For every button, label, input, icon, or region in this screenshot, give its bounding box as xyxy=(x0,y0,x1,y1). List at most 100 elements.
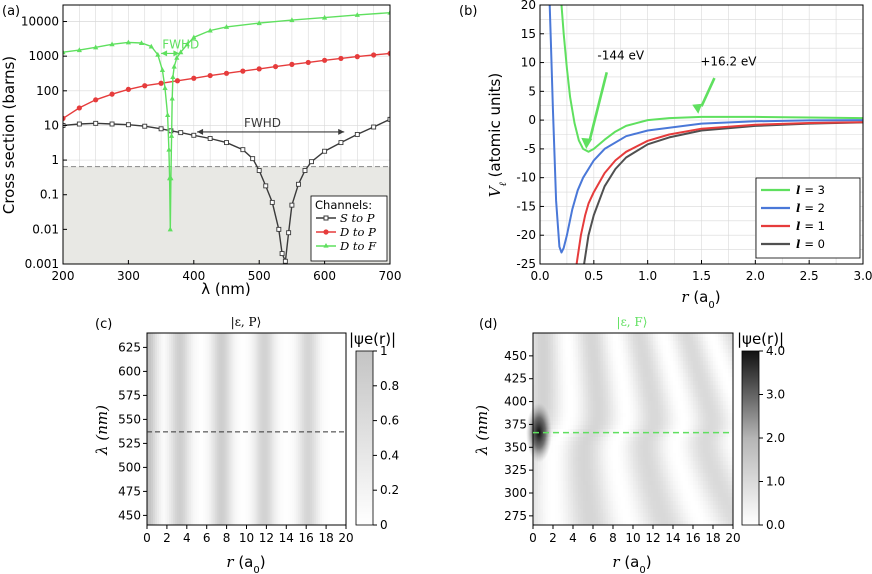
heatmap-cell xyxy=(723,457,726,462)
heatmap-cell xyxy=(690,505,694,510)
heatmap-cell xyxy=(638,469,641,474)
heatmap-cell xyxy=(284,333,287,525)
heatmap-cell xyxy=(533,389,536,394)
heatmap-cell xyxy=(585,345,589,350)
annotation-arrow-shaft xyxy=(588,72,609,142)
heatmap-cell xyxy=(650,453,654,458)
heatmap-cell xyxy=(683,345,686,350)
heatmap-cell xyxy=(600,393,604,398)
heatmap-cell xyxy=(580,457,584,462)
heatmap-cell xyxy=(628,421,631,426)
heatmap-cell xyxy=(633,489,636,494)
heatmap-cell xyxy=(580,521,584,526)
heatmap-cell xyxy=(728,513,731,518)
heatmap-cell xyxy=(683,469,686,474)
heatmap-cell xyxy=(615,389,619,394)
heatmap-cell xyxy=(605,341,609,346)
heatmap-cell xyxy=(673,517,676,522)
heatmap-cell xyxy=(660,453,664,458)
heatmap-cell xyxy=(645,445,649,450)
heatmap-cell xyxy=(590,405,594,410)
heatmap-cell xyxy=(690,389,694,394)
heatmap-cell xyxy=(568,477,571,482)
heatmap-cell xyxy=(560,377,564,382)
heatmap-cell xyxy=(583,409,586,414)
heatmap-cell xyxy=(713,365,716,370)
heatmap-cell xyxy=(665,369,669,374)
heatmap-cell xyxy=(610,389,614,394)
heatmap-cell xyxy=(593,349,596,354)
heatmap-cell xyxy=(538,353,541,358)
data-point xyxy=(371,52,377,58)
heatmap-cell xyxy=(588,449,591,454)
heatmap-cell xyxy=(555,393,559,398)
heatmap-cell xyxy=(560,521,564,526)
heatmap-cell xyxy=(290,333,293,525)
heatmap-cell xyxy=(635,361,639,366)
heatmap-cell xyxy=(613,441,616,446)
heatmap-cell xyxy=(715,501,719,506)
heatmap-cell xyxy=(678,521,681,526)
heatmap-cell xyxy=(663,353,666,358)
heatmap-cell xyxy=(648,445,651,450)
heatmap-cell xyxy=(708,501,711,506)
heatmap-cell xyxy=(710,493,714,498)
y-tick-label: 0.001 xyxy=(25,257,59,271)
heatmap-cell xyxy=(643,373,646,378)
heatmap-cell xyxy=(164,333,168,525)
heatmap-cell xyxy=(675,457,679,462)
heatmap-cell xyxy=(718,469,721,474)
heatmap-cell xyxy=(603,469,606,474)
heatmap-cell xyxy=(715,361,719,366)
panel-d-colorbar-label: |ψe(r)| xyxy=(737,330,784,348)
heatmap-cell xyxy=(565,501,569,506)
y-tick-label: 625 xyxy=(118,340,141,354)
heatmap-cell xyxy=(648,341,651,346)
heatmap-cell xyxy=(543,361,546,366)
heatmap-cell xyxy=(660,437,664,442)
heatmap-cell xyxy=(675,361,679,366)
heatmap-cell xyxy=(715,413,719,418)
heatmap-cell xyxy=(648,469,651,474)
heatmap-cell xyxy=(723,497,726,502)
heatmap-cell xyxy=(563,377,566,382)
heatmap-cell xyxy=(725,465,729,470)
heatmap-cell xyxy=(728,405,731,410)
heatmap-cell xyxy=(653,521,656,526)
heatmap-cell xyxy=(688,437,691,442)
heatmap-cell xyxy=(610,393,614,398)
heatmap-cell xyxy=(535,481,539,486)
heatmap-cell xyxy=(618,497,621,502)
heatmap-cell xyxy=(683,397,686,402)
heatmap-cell xyxy=(555,469,559,474)
heatmap-cell xyxy=(548,457,551,462)
heatmap-cell xyxy=(688,489,691,494)
heatmap-cell xyxy=(568,381,571,386)
heatmap-cell xyxy=(558,521,561,526)
heatmap-cell xyxy=(703,437,706,442)
heatmap-cell xyxy=(688,333,691,338)
heatmap-cell xyxy=(258,333,262,525)
heatmap-cell xyxy=(633,389,636,394)
heatmap-cell xyxy=(728,485,731,490)
heatmap-cell xyxy=(668,413,671,418)
heatmap-cell xyxy=(680,501,684,506)
heatmap-cell xyxy=(618,445,621,450)
heatmap-cell xyxy=(635,489,639,494)
heatmap-cell xyxy=(545,349,549,354)
heatmap-cell xyxy=(708,337,711,342)
heatmap-cell xyxy=(730,481,734,486)
heatmap-cell xyxy=(598,385,601,390)
heatmap-cell xyxy=(170,333,174,525)
heatmap-cell xyxy=(630,457,634,462)
heatmap-cell xyxy=(640,337,644,342)
heatmap-cell xyxy=(545,505,549,510)
heatmap-cell xyxy=(625,373,629,378)
heatmap-cell xyxy=(685,337,689,342)
heatmap-cell xyxy=(688,405,691,410)
heatmap-cell xyxy=(675,385,679,390)
heatmap-cell xyxy=(730,473,734,478)
heatmap-cell xyxy=(718,341,721,346)
heatmap-cell xyxy=(595,477,599,482)
heatmap-cell xyxy=(548,405,551,410)
